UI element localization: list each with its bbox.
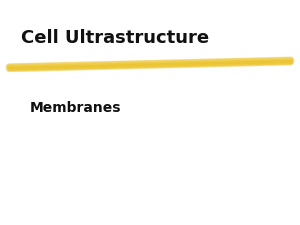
Text: Cell Ultrastructure: Cell Ultrastructure — [21, 29, 209, 47]
Text: Membranes: Membranes — [30, 101, 122, 115]
